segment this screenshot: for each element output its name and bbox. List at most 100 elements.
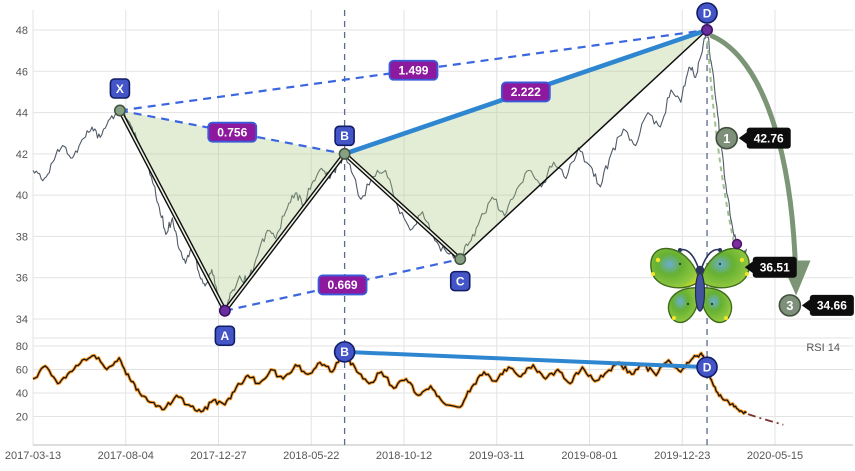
wing-dot bbox=[651, 272, 655, 276]
svg-text:34.66: 34.66 bbox=[817, 299, 847, 313]
wing-dot bbox=[739, 257, 745, 263]
pattern-overlay: X A B C D 1.499 0.756 2.222 0.669 bbox=[109, 2, 738, 445]
svg-text:B: B bbox=[340, 129, 349, 143]
target-price-tag-34.66: 34.66 bbox=[801, 294, 854, 316]
svg-text:2.222: 2.222 bbox=[511, 85, 541, 99]
price-tag-layer: 42.76 36.51 34.66 bbox=[731, 127, 854, 316]
pattern-badge-B[interactable]: B bbox=[334, 125, 355, 147]
ratio-label-1.499[interactable]: 1.499 bbox=[388, 59, 439, 81]
svg-text:X: X bbox=[116, 82, 124, 96]
price-axis-tick-label: 40 bbox=[16, 190, 28, 202]
target-arrow-layer: 13 bbox=[709, 33, 811, 317]
target-price-tag-42.76: 42.76 bbox=[738, 127, 791, 149]
axes: RSI 14 2017-03-13 2017-08-04 2017-12-27 201… bbox=[5, 25, 840, 462]
ratio-label-0.669[interactable]: 0.669 bbox=[317, 274, 368, 296]
svg-text:C: C bbox=[456, 274, 465, 288]
price-series bbox=[32, 29, 747, 312]
wing-speckle bbox=[686, 302, 690, 306]
svg-text:0.669: 0.669 bbox=[328, 278, 358, 292]
wing-dot bbox=[745, 272, 749, 276]
butterfly-image bbox=[650, 247, 750, 324]
projection-arrow bbox=[709, 33, 811, 296]
x-axis-tick-label: 2017-08-04 bbox=[98, 450, 154, 462]
x-axis-tick-label: 2019-12-23 bbox=[654, 450, 710, 462]
price-axis-tick-label: 36 bbox=[16, 273, 28, 285]
svg-text:A: A bbox=[221, 329, 230, 343]
price-line bbox=[32, 29, 747, 312]
svg-text:1: 1 bbox=[723, 131, 730, 146]
rsi-axis-tick-label: 20 bbox=[16, 412, 28, 424]
butterfly-wing-lower-left bbox=[667, 287, 699, 324]
rsi-badge-D[interactable]: D bbox=[696, 356, 718, 378]
rsi-axis-tick-label: 40 bbox=[16, 388, 28, 400]
price-axis-tick-label: 44 bbox=[16, 108, 28, 120]
pattern-badge-C[interactable]: C bbox=[449, 270, 471, 292]
target-price-tag-36.51: 36.51 bbox=[744, 256, 797, 278]
wing-speckle bbox=[718, 262, 722, 266]
pattern-fill-xab bbox=[119, 110, 345, 311]
butterfly-antenna-tip bbox=[718, 248, 722, 252]
price-axis-tick-label: 48 bbox=[16, 25, 28, 37]
target-circle-3: 3 bbox=[778, 294, 802, 317]
svg-text:42.76: 42.76 bbox=[754, 131, 784, 145]
x-axis-tick-label: 2020-05-15 bbox=[747, 450, 803, 462]
butterfly-head bbox=[695, 265, 705, 275]
svg-text:D: D bbox=[703, 360, 712, 374]
svg-text:36.51: 36.51 bbox=[760, 260, 790, 274]
x-axis-tick-label: 2017-12-27 bbox=[190, 450, 246, 462]
butterfly-wing-upper-left bbox=[650, 247, 699, 289]
pattern-badge-D[interactable]: D bbox=[696, 2, 718, 24]
rsi-axis-tick-label: 60 bbox=[16, 365, 28, 377]
svg-text:3: 3 bbox=[786, 298, 793, 313]
wing-dot bbox=[724, 316, 728, 320]
pattern-line-ab-inner bbox=[224, 153, 346, 312]
pattern-line-cd bbox=[459, 29, 708, 260]
pattern-point-C[interactable] bbox=[454, 253, 467, 266]
rsi-axis-tick-label: 80 bbox=[16, 341, 28, 353]
pattern-badge-X[interactable]: X bbox=[109, 78, 131, 99]
ratio-label-0.756[interactable]: 0.756 bbox=[207, 121, 258, 143]
svg-text:0.756: 0.756 bbox=[217, 125, 247, 139]
x-axis-tick-label: 2018-05-22 bbox=[283, 450, 339, 462]
wing-dot bbox=[655, 257, 661, 263]
butterfly-body bbox=[694, 272, 706, 312]
svg-text:D: D bbox=[703, 6, 712, 20]
pattern-point-D[interactable] bbox=[701, 24, 713, 36]
price-axis-tick-label: 34 bbox=[16, 314, 28, 326]
pattern-line-bc-inner bbox=[344, 153, 461, 260]
wing-speckle bbox=[710, 302, 714, 306]
x-axis-tick-label: 2019-03-11 bbox=[469, 450, 524, 462]
rsi-line bbox=[32, 351, 747, 415]
butterfly-wing-lower-right bbox=[701, 287, 733, 324]
rsi-panel: BD bbox=[32, 341, 784, 426]
pattern-line-xa-inner bbox=[119, 110, 226, 312]
pattern-line-ac bbox=[224, 258, 461, 312]
rsi-forecast-dashdot bbox=[747, 413, 784, 426]
svg-text:1.499: 1.499 bbox=[398, 64, 428, 78]
target-circle-1: 1 bbox=[715, 126, 739, 150]
projection-point-marker bbox=[731, 238, 743, 250]
rsi-period-label: RSI 14 bbox=[806, 342, 840, 354]
wing-speckle bbox=[678, 262, 682, 266]
pattern-fill-bcd bbox=[344, 30, 707, 260]
x-axis-tick-label: 2018-10-12 bbox=[376, 450, 432, 462]
pattern-badge-A[interactable]: A bbox=[214, 325, 236, 347]
wing-dot bbox=[672, 316, 676, 320]
pattern-point-B[interactable] bbox=[338, 147, 351, 160]
butterfly-antenna-tip bbox=[678, 248, 682, 252]
pattern-point-X[interactable] bbox=[113, 104, 126, 117]
price-axis-tick-label: 38 bbox=[16, 231, 28, 243]
rsi-badge-B[interactable]: B bbox=[333, 341, 356, 363]
price-axis-tick-label: 42 bbox=[16, 149, 28, 161]
grid bbox=[32, 10, 853, 446]
x-axis-tick-label: 2019-08-01 bbox=[561, 450, 617, 462]
price-axis-tick-label: 46 bbox=[16, 66, 28, 78]
x-axis-tick-label: 2017-03-13 bbox=[5, 450, 61, 462]
projection-dashed-line bbox=[706, 31, 738, 253]
rsi-divergence-line bbox=[342, 349, 710, 370]
svg-text:B: B bbox=[340, 345, 349, 359]
ratio-label-2.222[interactable]: 2.222 bbox=[500, 81, 551, 103]
pattern-point-A[interactable] bbox=[218, 304, 231, 317]
